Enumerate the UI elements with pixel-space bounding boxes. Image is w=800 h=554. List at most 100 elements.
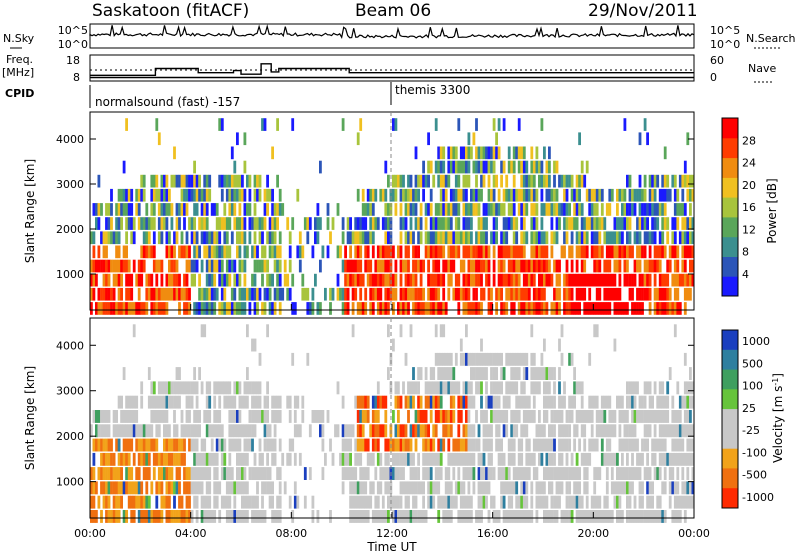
heat-cell (447, 410, 451, 423)
heat-cell (470, 367, 473, 380)
heat-cell (689, 410, 692, 423)
heat-cell (686, 467, 690, 480)
heat-cell (671, 481, 675, 495)
heat-cell (115, 217, 118, 230)
heat-cell (681, 245, 685, 259)
heat-cell (349, 273, 352, 287)
heat-cell (127, 259, 131, 273)
heat-cell (512, 217, 516, 230)
heat-cell (258, 352, 262, 366)
heat-cell (117, 452, 121, 466)
heat-cell (228, 395, 232, 409)
heat-cell (170, 510, 174, 523)
heat-cell (165, 245, 169, 259)
heat-cell (651, 174, 654, 188)
heat-cell (472, 452, 476, 466)
heat-cell (236, 273, 239, 287)
heat-cell (500, 203, 503, 216)
heat-cell (575, 424, 579, 438)
heat-cell (668, 259, 672, 273)
heat-cell (517, 438, 521, 452)
heat-cell (535, 510, 539, 523)
cpid-mode-1: normalsound (fast) -157 (95, 95, 240, 109)
heat-cell (500, 231, 503, 245)
heat-cell (472, 203, 476, 216)
heat-cell (535, 259, 539, 273)
heat-cell (538, 481, 541, 495)
heat-cell (90, 495, 93, 509)
heat-cell (532, 217, 536, 230)
heat-cell (190, 424, 194, 438)
heat-cell (661, 510, 665, 523)
heat-cell (314, 217, 317, 230)
heat-cell (558, 367, 561, 380)
heat-cell (107, 302, 111, 315)
heat-cell (95, 203, 98, 216)
heat-cell (364, 259, 368, 273)
heat-cell (575, 510, 579, 523)
heat-cell (646, 410, 649, 423)
heat-cell (306, 352, 310, 366)
heat-cell (90, 467, 93, 480)
heat-cell (115, 302, 118, 315)
heat-cell (168, 188, 171, 202)
heat-cell (175, 381, 179, 395)
heat-cell (303, 495, 307, 509)
heat-cell (452, 203, 456, 216)
heat-cell (553, 410, 556, 423)
heat-cell (361, 203, 365, 216)
heat-cell (646, 273, 649, 287)
heat-cell (286, 273, 290, 287)
heat-cell (658, 203, 662, 216)
heat-cell (643, 174, 647, 188)
heat-cell (515, 259, 519, 273)
heat-cell (510, 438, 514, 452)
heat-cell (502, 495, 506, 509)
heat-cell (404, 188, 408, 202)
heat-cell (449, 510, 453, 523)
heat-cell (691, 424, 695, 438)
heat-cell (150, 395, 154, 409)
heat-cell (288, 452, 292, 466)
heat-cell (530, 146, 534, 160)
heat-cell (626, 203, 629, 216)
heat-cell (658, 188, 662, 202)
heat-cell (210, 259, 214, 273)
heat-cell (170, 287, 174, 301)
heat-cell (510, 495, 514, 509)
heat-cell (540, 452, 544, 466)
heat-cell (578, 381, 581, 395)
heat-cell (686, 424, 690, 438)
heat-cell (462, 174, 466, 188)
heat-cell (683, 424, 687, 438)
heat-cell (163, 495, 166, 509)
heat-cell (595, 467, 599, 480)
heat-cell (583, 438, 587, 452)
heat-cell (105, 259, 108, 273)
heat-cell (480, 495, 483, 509)
heat-cell (540, 481, 544, 495)
heat-cell (193, 302, 196, 315)
heat-cell (480, 352, 483, 366)
heat-cell (663, 395, 667, 409)
nsky-label: N.Sky (3, 32, 35, 45)
heat-cell (268, 424, 272, 438)
heat-cell (200, 188, 204, 202)
heat-cell (543, 174, 546, 188)
heat-cell (308, 424, 312, 438)
heat-cell (470, 467, 473, 480)
heat-cell (157, 287, 161, 301)
heat-cell (563, 188, 566, 202)
heat-cell (314, 410, 317, 423)
heat-cell (361, 410, 365, 423)
heat-cell (268, 495, 272, 509)
heat-cell (263, 510, 267, 523)
heat-cell (548, 146, 551, 160)
heat-cell (225, 188, 229, 202)
heat-cell (193, 160, 196, 174)
heat-cell (306, 287, 310, 301)
heat-cell (512, 510, 516, 523)
heat-cell (399, 188, 403, 202)
heat-cell (648, 381, 652, 395)
heat-cell (399, 174, 403, 188)
